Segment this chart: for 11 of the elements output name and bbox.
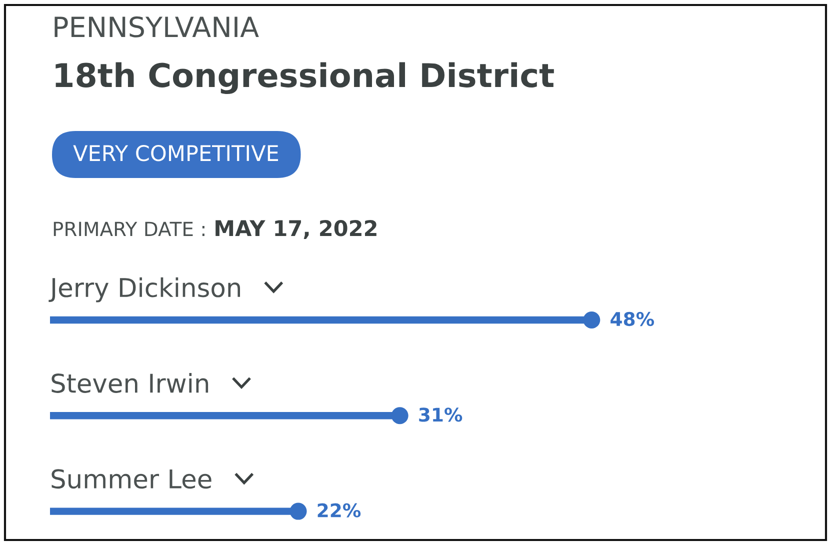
data-label: 22% (318, 503, 361, 518)
y-tick-label: Steven Irwin (52, 373, 208, 393)
text: MAY 17, 2022 (216, 220, 376, 240)
y-tick-label: Jerry Dickinson (48, 277, 240, 302)
data-label: 31% (419, 408, 462, 422)
chart-title: PENNSYLVANIA (54, 16, 259, 38)
text: VERY COMPETITIVE (73, 144, 278, 162)
y-tick-label: Summer Lee (52, 469, 212, 489)
data-label: 48% (610, 312, 654, 326)
chart-subtitle: 18th Congressional District (56, 62, 554, 94)
text: PRIMARY DATE : (54, 222, 204, 236)
